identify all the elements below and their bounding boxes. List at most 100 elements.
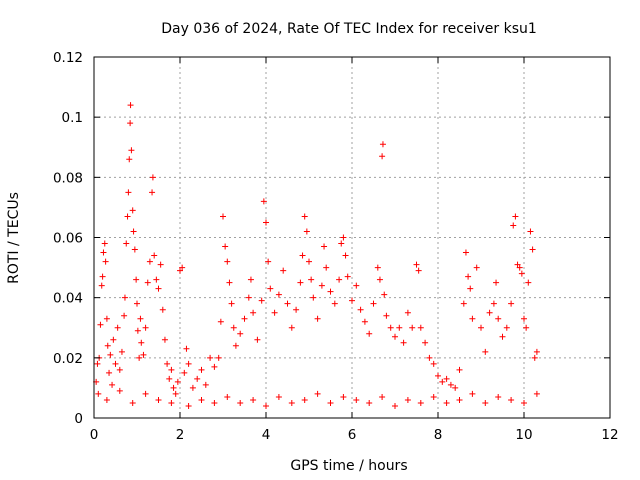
data-point xyxy=(155,285,162,292)
data-point xyxy=(456,396,463,403)
data-point xyxy=(220,213,226,220)
x-axis-label: GPS time / hours xyxy=(290,458,407,474)
data-point xyxy=(127,102,134,109)
data-point xyxy=(467,285,474,292)
data-point xyxy=(473,264,480,271)
data-point xyxy=(121,294,128,301)
data-point xyxy=(153,276,160,283)
data-point xyxy=(503,324,510,331)
data-point xyxy=(275,393,282,400)
data-point xyxy=(263,219,269,226)
data-point xyxy=(366,399,373,406)
data-point xyxy=(112,360,119,367)
data-point xyxy=(308,276,315,283)
data-point xyxy=(288,324,295,331)
data-point xyxy=(198,396,205,403)
data-point xyxy=(164,360,171,367)
y-tick-label: 0.12 xyxy=(53,50,83,66)
data-point xyxy=(349,297,355,304)
data-point xyxy=(126,156,133,163)
data-point xyxy=(254,336,261,343)
data-point xyxy=(194,375,201,382)
data-point xyxy=(157,261,164,268)
data-point xyxy=(161,336,168,343)
x-tick-labels: 0 2 4 6 8 10 12 xyxy=(90,427,619,443)
data-point xyxy=(417,324,424,331)
data-point xyxy=(392,333,398,340)
data-point xyxy=(94,360,101,367)
data-point xyxy=(189,384,196,391)
data-point xyxy=(460,300,467,307)
data-point xyxy=(103,396,110,403)
data-point xyxy=(370,300,377,307)
grid-lines xyxy=(94,57,610,418)
y-tick-labels: 0 0.02 0.04 0.06 0.08 0.1 0.12 xyxy=(53,50,83,427)
data-point xyxy=(151,252,158,259)
data-point xyxy=(443,375,450,382)
data-point xyxy=(138,339,145,346)
data-point xyxy=(462,249,469,256)
data-point xyxy=(149,174,156,181)
data-point xyxy=(247,276,254,283)
data-point xyxy=(525,279,532,286)
data-point xyxy=(310,294,317,301)
data-point xyxy=(168,399,175,406)
data-point xyxy=(258,297,265,304)
data-point xyxy=(340,234,347,241)
data-point xyxy=(168,366,175,373)
data-point xyxy=(222,243,229,250)
data-point xyxy=(226,279,233,286)
data-point xyxy=(136,354,143,361)
data-point xyxy=(107,351,114,358)
data-point xyxy=(142,390,149,397)
data-point xyxy=(342,252,349,259)
data-point xyxy=(361,318,368,325)
data-point xyxy=(129,207,136,214)
data-point xyxy=(133,276,140,283)
data-point xyxy=(374,264,381,271)
data-point xyxy=(396,324,403,331)
data-point xyxy=(516,264,523,271)
data-point xyxy=(323,264,330,271)
data-point xyxy=(490,300,497,307)
data-point xyxy=(478,324,484,331)
data-point xyxy=(149,189,156,196)
data-point xyxy=(267,285,274,292)
data-point xyxy=(207,354,214,361)
data-point xyxy=(97,321,104,328)
data-point xyxy=(237,330,244,337)
data-point xyxy=(103,315,110,322)
data-point xyxy=(456,366,463,373)
data-point xyxy=(250,396,257,403)
data-point xyxy=(338,240,345,247)
data-point xyxy=(514,261,521,268)
data-point xyxy=(241,315,248,322)
data-point xyxy=(499,333,506,340)
data-point xyxy=(331,300,338,307)
data-point xyxy=(430,360,437,367)
data-point xyxy=(101,240,108,247)
data-point xyxy=(366,330,373,337)
y-tick-label: 0.1 xyxy=(62,110,83,126)
data-point xyxy=(232,342,239,349)
data-point xyxy=(417,399,424,406)
data-point xyxy=(288,399,295,406)
data-point xyxy=(404,309,411,316)
data-point xyxy=(439,378,446,385)
data-point xyxy=(508,300,515,307)
data-point xyxy=(379,153,386,160)
data-point xyxy=(387,324,394,331)
x-tick-label: 4 xyxy=(262,427,271,443)
data-point xyxy=(303,228,310,235)
data-point xyxy=(306,258,312,265)
data-point xyxy=(409,324,416,331)
data-point xyxy=(95,390,102,397)
data-point xyxy=(280,267,287,274)
data-point xyxy=(452,384,459,391)
data-point xyxy=(104,342,111,349)
data-point xyxy=(123,240,130,247)
data-point xyxy=(114,324,121,331)
data-point xyxy=(131,246,138,253)
data-point xyxy=(134,327,141,334)
data-point xyxy=(271,309,278,316)
